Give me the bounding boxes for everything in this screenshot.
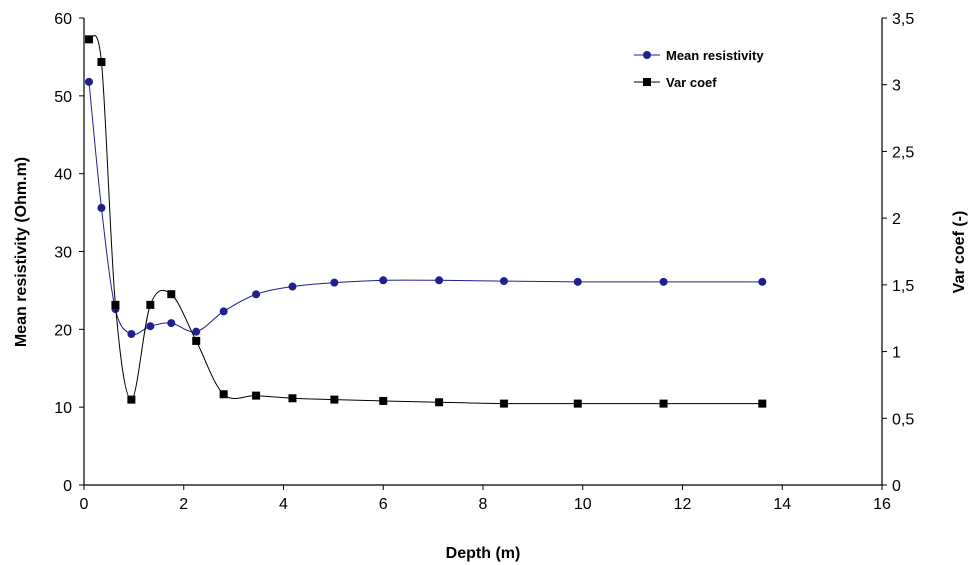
data-point (288, 394, 297, 403)
data-point (111, 300, 120, 309)
data-point (330, 395, 339, 404)
data-point (379, 396, 388, 405)
y-right-tick-label: 3,5 (892, 11, 914, 28)
y-right-axis-title: Var coef (-) (951, 211, 968, 294)
data-point (499, 399, 508, 408)
data-point (330, 278, 339, 287)
axes: 0 2 4 6 8 10 12 14 16010203040506000,511,522,533… (54, 11, 914, 513)
data-point (435, 276, 444, 285)
data-point (252, 391, 261, 400)
data-point (659, 277, 668, 286)
data-point (758, 399, 767, 408)
series-layer (84, 35, 767, 408)
x-tick-label: 0 (80, 496, 89, 513)
x-tick-label: 14 (773, 496, 791, 513)
y-left-tick-label: 50 (54, 89, 72, 106)
y-left-tick-label: 40 (54, 167, 72, 184)
data-point (97, 203, 106, 212)
series-line (88, 81, 763, 336)
x-tick-label: 12 (674, 496, 692, 513)
data-point (379, 276, 388, 285)
series-line (88, 35, 763, 405)
legend-item: Var coef (634, 75, 717, 90)
data-point (219, 390, 228, 399)
series-0 (84, 77, 767, 339)
data-point (97, 58, 106, 67)
data-point (146, 300, 155, 309)
y-left-tick-label: 0 (63, 478, 72, 495)
y-left-axis-title: Mean resistivity (Ohm.m) (13, 157, 30, 347)
x-tick-label: 10 (574, 496, 592, 513)
data-point (573, 399, 582, 408)
legend-label: Mean resistivity (666, 48, 764, 63)
data-point (288, 282, 297, 291)
legend-label: Var coef (666, 75, 717, 90)
y-right-tick-label: 3 (892, 78, 901, 95)
data-point (127, 395, 136, 404)
data-point (252, 290, 261, 299)
data-point (499, 277, 508, 286)
x-tick-label: 2 (179, 496, 188, 513)
y-left-tick-label: 10 (54, 400, 72, 417)
data-point (758, 277, 767, 286)
data-point (659, 399, 668, 408)
data-point (146, 322, 155, 331)
data-point (84, 77, 93, 86)
y-right-tick-label: 0,5 (892, 411, 914, 428)
y-right-tick-label: 1,5 (892, 278, 914, 295)
x-tick-label: 16 (873, 496, 891, 513)
y-right-tick-label: 1 (892, 345, 901, 362)
data-point (167, 319, 176, 328)
y-left-tick-label: 20 (54, 322, 72, 339)
legend-item: Mean resistivity (634, 48, 764, 63)
x-tick-label: 4 (279, 496, 288, 513)
y-left-tick-label: 60 (54, 11, 72, 28)
legend-marker (643, 78, 651, 86)
legend-marker (643, 51, 651, 59)
series-1 (84, 35, 767, 408)
legend: Mean resistivity Var coef (634, 48, 764, 90)
y-right-tick-label: 2,5 (892, 144, 914, 161)
data-point (127, 330, 136, 339)
y-right-tick-label: 2 (892, 211, 901, 228)
data-point (573, 277, 582, 286)
data-point (192, 336, 201, 345)
data-point (192, 327, 201, 336)
data-point (435, 398, 444, 407)
y-left-tick-label: 30 (54, 245, 72, 262)
data-point (219, 307, 228, 316)
x-axis-title: Depth (m) (446, 545, 521, 562)
data-point (167, 290, 176, 299)
x-tick-label: 6 (379, 496, 388, 513)
y-right-tick-label: 0 (892, 478, 901, 495)
data-point (84, 35, 93, 44)
x-tick-label: 8 (479, 496, 488, 513)
